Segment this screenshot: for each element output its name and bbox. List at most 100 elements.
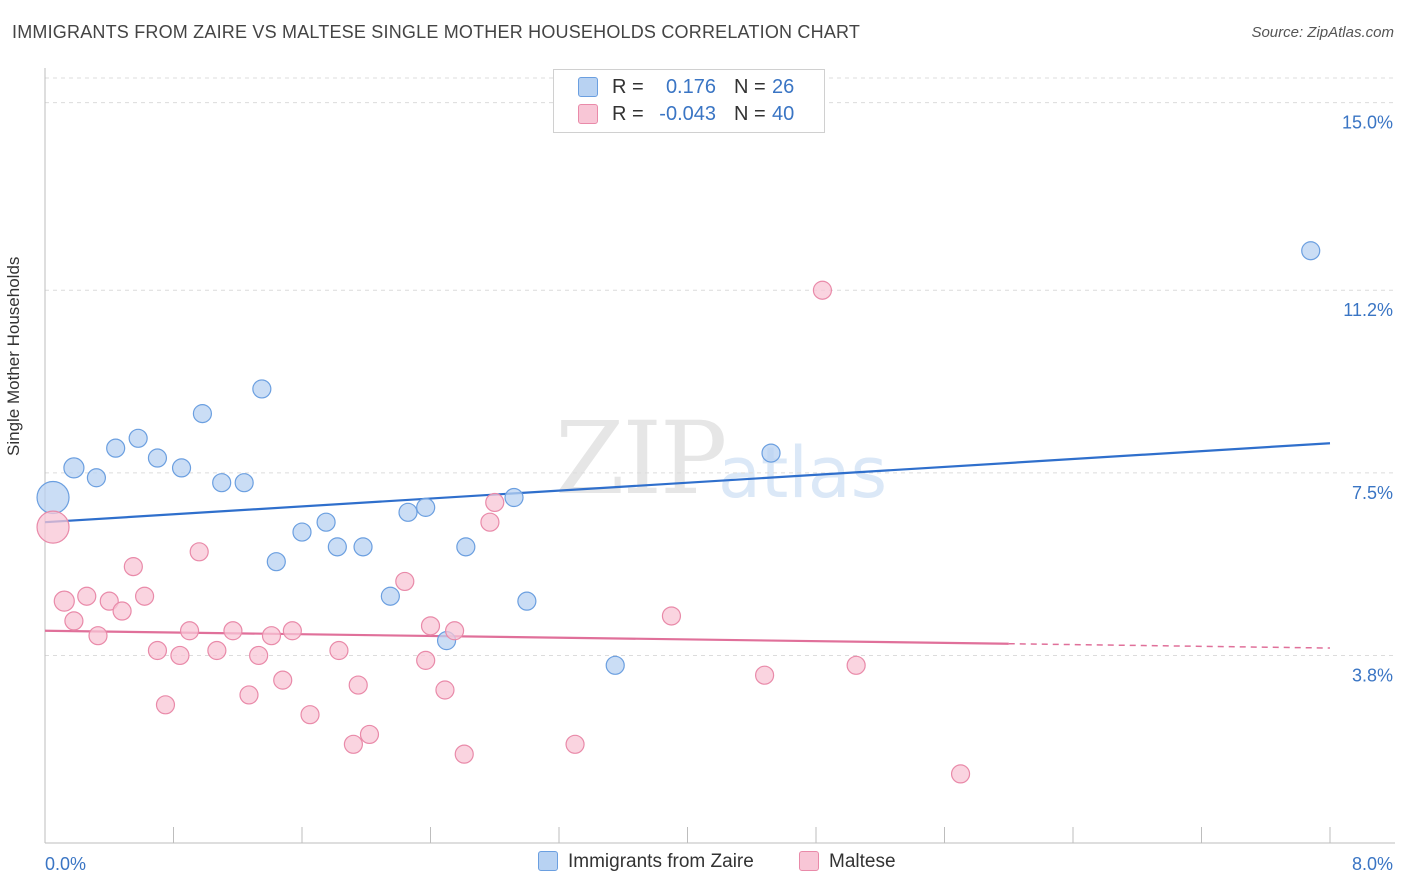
trend-lines: [44, 442, 1331, 649]
zaire-point: [171, 458, 192, 478]
legend-label-maltese: Maltese: [829, 851, 896, 872]
maltese-point: [179, 621, 200, 641]
maltese-point: [282, 621, 302, 641]
legend-swatch-maltese: [578, 104, 598, 124]
maltese-point: [435, 680, 455, 700]
zaire-point: [327, 537, 347, 557]
maltese-point: [223, 621, 243, 641]
zaire-point: [266, 552, 286, 572]
y-tick-label: 15.0%: [1342, 113, 1393, 133]
zaire-point: [761, 443, 781, 463]
zaire-point: [86, 468, 107, 488]
maltese-point: [359, 724, 380, 745]
zaire-point: [234, 473, 254, 493]
zaire-point: [380, 586, 400, 606]
maltese-point: [754, 665, 775, 685]
x-tick-label: 0.0%: [45, 854, 86, 874]
y-tick-label: 11.2%: [1343, 300, 1393, 320]
legend-label-zaire: Immigrants from Zaire: [568, 851, 754, 872]
maltese-point: [207, 640, 227, 661]
zaire-point: [353, 537, 373, 557]
maltese-point: [77, 586, 97, 606]
axes: [44, 68, 1395, 844]
legend-item-maltese[interactable]: Maltese: [799, 851, 896, 873]
maltese-point: [950, 764, 971, 784]
zaire-point: [456, 537, 476, 557]
trend-line-dashed-1: [1008, 642, 1331, 649]
maltese-point: [329, 640, 349, 661]
legend-r-label: R =: [612, 103, 644, 125]
zaire-point: [36, 480, 70, 515]
maltese-point: [36, 510, 70, 544]
zaire-point: [292, 522, 312, 542]
maltese-point: [485, 492, 505, 513]
maltese-point: [565, 734, 585, 754]
legend-swatch-zaire: [538, 851, 558, 871]
legend-r-value: -0.043: [659, 103, 716, 125]
zaire-point: [316, 512, 336, 532]
watermark-zip: ZIP: [555, 400, 727, 517]
maltese-point: [343, 734, 363, 754]
maltese-point: [480, 512, 500, 532]
maltese-point: [249, 645, 269, 666]
maltese-point: [112, 601, 132, 621]
maltese-point: [189, 542, 209, 562]
zaire-point: [192, 404, 213, 424]
maltese-point: [53, 590, 75, 612]
legend-n-label: N =: [734, 103, 766, 125]
legend-row-maltese: R = -0.043 N = 40: [554, 101, 824, 127]
zaire-point: [147, 448, 168, 468]
maltese-point: [846, 655, 866, 675]
grid-lines: [45, 77, 1395, 656]
legend-n-value: 40: [772, 103, 795, 125]
maltese-point: [300, 705, 320, 725]
trend-line-1: [44, 629, 1009, 645]
maltese-point: [99, 591, 119, 611]
zaire-point: [1301, 241, 1321, 261]
trend-line-0: [44, 442, 1331, 524]
zaire-point: [398, 502, 418, 522]
legend-item-zaire[interactable]: Immigrants from Zaire: [538, 851, 754, 873]
maltese-point: [444, 621, 465, 641]
maltese-point: [273, 670, 293, 690]
legend-n-label: N =: [734, 76, 766, 98]
legend-swatch-zaire: [578, 77, 598, 97]
zaire-point: [128, 428, 148, 448]
zaire-point: [605, 655, 625, 675]
y-axis-label: Single Mother Households: [4, 256, 23, 456]
maltese-point: [134, 586, 155, 606]
maltese-point: [661, 606, 682, 626]
maltese-point: [454, 744, 474, 764]
zaire-point: [63, 457, 85, 479]
data-points: [36, 241, 1321, 784]
legend-r-label: R =: [612, 76, 644, 98]
y-tick-label: 3.8%: [1352, 665, 1393, 685]
legend-swatch-maltese: [799, 851, 819, 871]
maltese-point: [123, 557, 143, 577]
maltese-point: [155, 695, 176, 715]
tick-labels: 3.8% 7.5% 11.2% 15.0% 0.0% 8.0%: [45, 113, 1393, 874]
maltese-point: [812, 280, 833, 300]
zaire-point: [252, 379, 272, 399]
x-tick-label: 8.0%: [1352, 854, 1393, 874]
zaire-point: [106, 438, 126, 458]
zaire-point: [212, 473, 232, 493]
chart-title: IMMIGRANTS FROM ZAIRE VS MALTESE SINGLE …: [12, 22, 861, 42]
maltese-point: [416, 650, 436, 670]
source-label: Source: ZipAtlas.com: [1251, 24, 1394, 41]
legend-n-value: 26: [772, 76, 795, 98]
legend-r-value: 0.176: [665, 76, 716, 98]
maltese-point: [88, 626, 108, 646]
y-tick-label: 7.5%: [1352, 483, 1393, 503]
legend-row-zaire: R = 0.176 N = 26: [554, 74, 824, 100]
zaire-point: [416, 497, 436, 517]
maltese-point: [395, 571, 415, 592]
maltese-point: [348, 675, 368, 695]
maltese-point: [64, 611, 84, 631]
correlation-legend: R = 0.176 N = 26 R = -0.043 N = 40: [553, 69, 825, 133]
maltese-point: [239, 685, 259, 705]
zaire-point: [504, 487, 524, 508]
maltese-point: [261, 626, 282, 646]
maltese-point: [147, 640, 168, 661]
